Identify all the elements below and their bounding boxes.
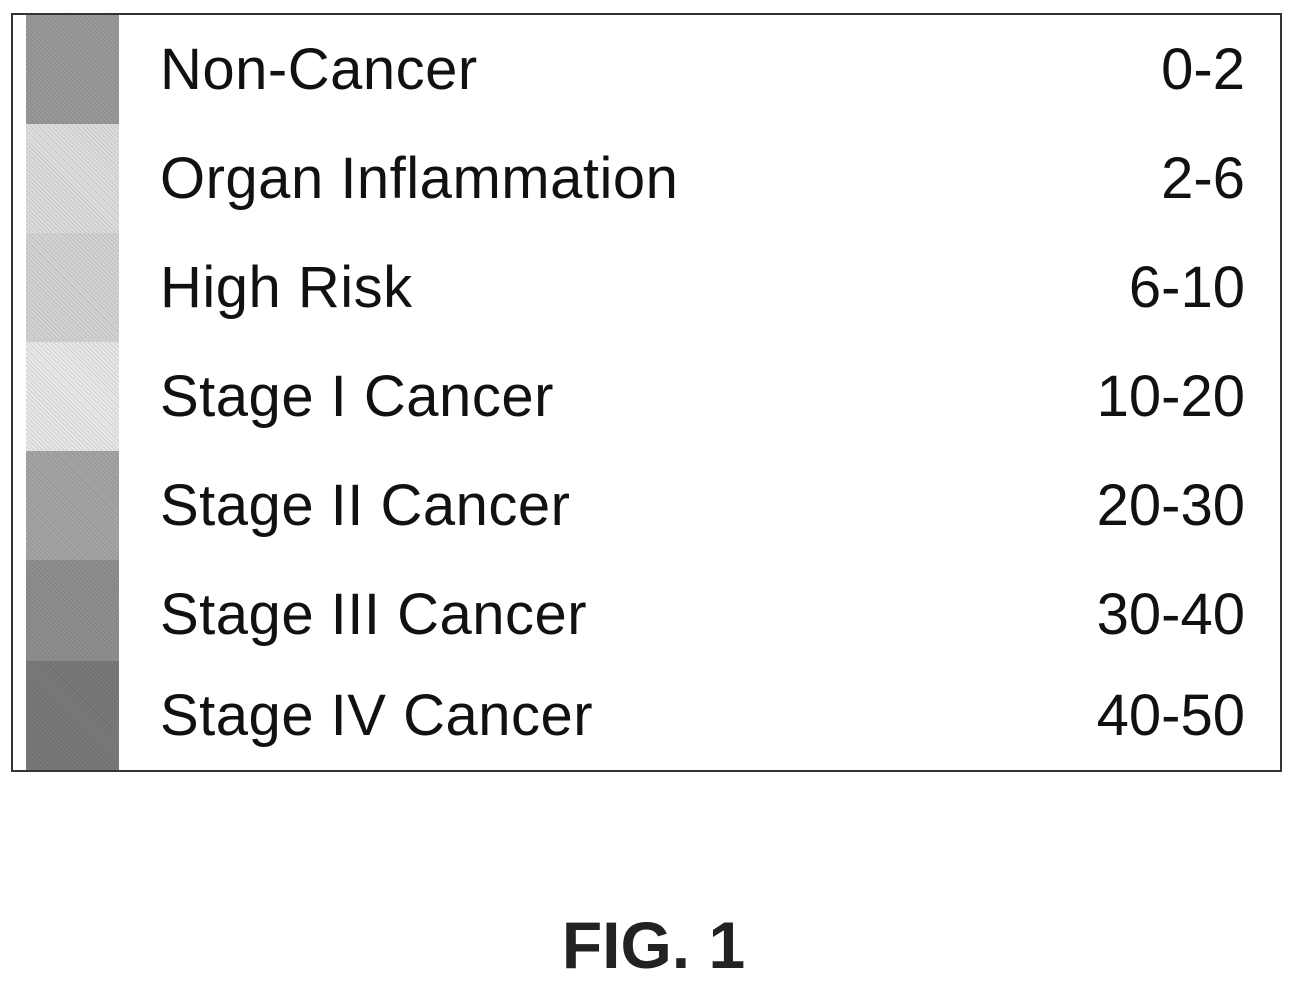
row-label: Stage II Cancer <box>160 472 571 538</box>
color-swatch <box>26 560 119 669</box>
legend-row-high-risk: High Risk 6-10 <box>13 233 1280 342</box>
row-label: Non-Cancer <box>160 36 478 102</box>
row-range: 30-40 <box>1096 581 1245 647</box>
row-label: Organ Inflammation <box>160 145 679 211</box>
legend-row-stage-iii-cancer: Stage III Cancer 30-40 <box>13 560 1280 669</box>
color-swatch <box>26 233 119 342</box>
color-swatch <box>26 661 119 770</box>
legend-row-stage-ii-cancer: Stage II Cancer 20-30 <box>13 451 1280 560</box>
row-range: 10-20 <box>1096 363 1245 429</box>
legend-row-non-cancer: Non-Cancer 0-2 <box>13 15 1280 124</box>
legend-row-stage-iv-cancer: Stage IV Cancer 40-50 <box>13 661 1280 770</box>
legend-row-organ-inflammation: Organ Inflammation 2-6 <box>13 124 1280 233</box>
row-label: Stage III Cancer <box>160 581 588 647</box>
legend-row-stage-i-cancer: Stage I Cancer 10-20 <box>13 342 1280 451</box>
color-swatch <box>26 15 119 124</box>
color-swatch <box>26 451 119 560</box>
row-label: Stage I Cancer <box>160 363 554 429</box>
row-range: 40-50 <box>1096 682 1245 748</box>
color-swatch <box>26 342 119 451</box>
row-range: 0-2 <box>1161 36 1245 102</box>
row-label: Stage IV Cancer <box>160 682 594 748</box>
legend-box: Non-Cancer 0-2 Organ Inflammation 2-6 Hi… <box>11 13 1282 772</box>
row-range: 20-30 <box>1096 472 1245 538</box>
row-label: High Risk <box>160 254 413 320</box>
row-range: 6-10 <box>1128 254 1245 320</box>
color-swatch <box>26 124 119 233</box>
row-range: 2-6 <box>1161 145 1245 211</box>
figure-caption: FIG. 1 <box>561 908 746 982</box>
